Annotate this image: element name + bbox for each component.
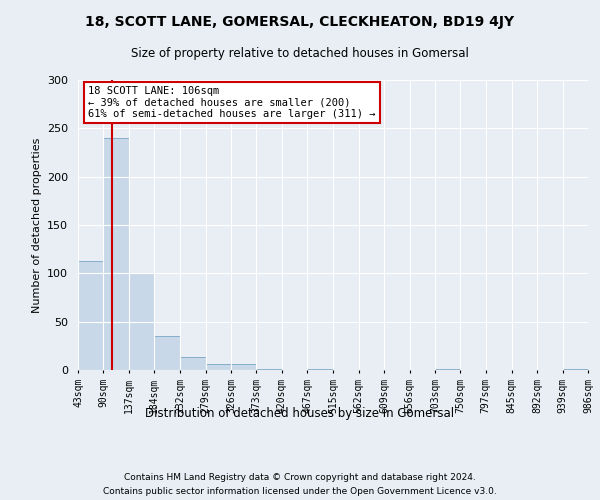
Bar [256,369,282,370]
Bar [103,138,129,370]
Bar [563,369,588,370]
Bar [435,369,460,370]
Bar [154,336,180,370]
Y-axis label: Number of detached properties: Number of detached properties [32,138,41,312]
Bar [180,358,206,370]
Text: Distribution of detached houses by size in Gomersal: Distribution of detached houses by size … [145,408,455,420]
Bar [78,261,103,370]
Text: 18, SCOTT LANE, GOMERSAL, CLECKHEATON, BD19 4JY: 18, SCOTT LANE, GOMERSAL, CLECKHEATON, B… [85,15,515,29]
Text: Size of property relative to detached houses in Gomersal: Size of property relative to detached ho… [131,48,469,60]
Bar [206,364,231,370]
Bar [129,274,154,370]
Text: 18 SCOTT LANE: 106sqm
← 39% of detached houses are smaller (200)
61% of semi-det: 18 SCOTT LANE: 106sqm ← 39% of detached … [88,86,376,119]
Text: Contains HM Land Registry data © Crown copyright and database right 2024.: Contains HM Land Registry data © Crown c… [124,472,476,482]
Bar [307,369,333,370]
Bar [231,364,256,370]
Text: Contains public sector information licensed under the Open Government Licence v3: Contains public sector information licen… [103,488,497,496]
